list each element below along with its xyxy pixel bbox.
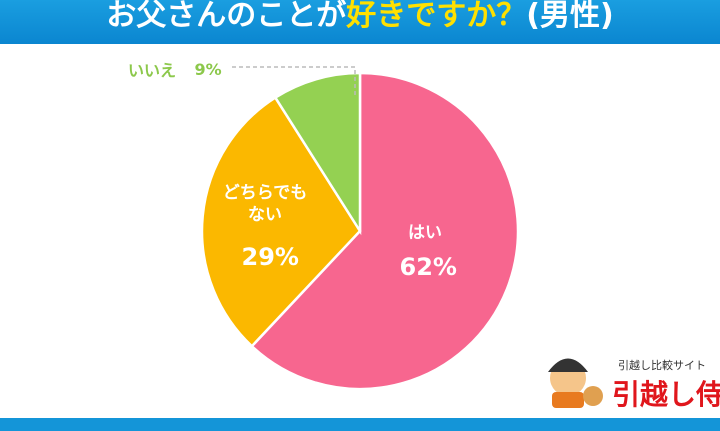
chart-title: お父さんのことが好きですか？(男性) (0, 0, 720, 34)
pie-slice (250, 71, 520, 391)
slice-label: いいえ (128, 61, 177, 80)
title-part: (男性) (526, 0, 614, 33)
brand-name: 引越し侍 (612, 378, 720, 411)
slice-label: はい (408, 222, 442, 243)
title-part: お父さんのことが (106, 0, 347, 33)
header-band (0, 0, 720, 44)
brand-tagline: 引越し比較サイト (618, 359, 706, 372)
pie-slice (200, 95, 362, 348)
pie-slice (273, 71, 362, 236)
leader-line (232, 66, 356, 97)
value-label: 62% (399, 253, 457, 281)
mascot (548, 358, 603, 408)
slice-label: どちらでもない (222, 183, 308, 225)
footer-band (0, 418, 720, 431)
title-part: 好きですか？ (346, 0, 527, 33)
value-label: 9% (194, 59, 222, 79)
value-label: 29% (241, 243, 299, 271)
